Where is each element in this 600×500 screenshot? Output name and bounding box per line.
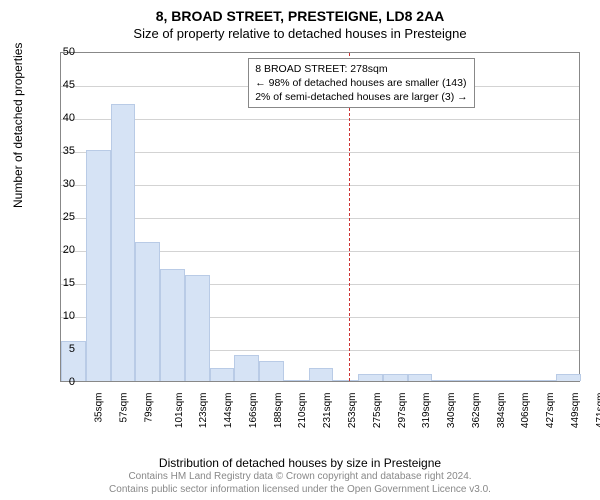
histogram-bar — [86, 150, 111, 381]
y-tick-label: 50 — [45, 46, 75, 58]
y-tick-label: 35 — [45, 145, 75, 157]
annotation-title: 8 BROAD STREET: 278sqm — [255, 62, 467, 76]
y-tick-label: 40 — [45, 112, 75, 124]
histogram-bar — [234, 355, 259, 381]
annotation-box: 8 BROAD STREET: 278sqm← 98% of detached … — [248, 58, 474, 109]
x-tick-label: 471sqm — [595, 393, 600, 429]
histogram-bar — [531, 380, 556, 381]
y-tick-label: 25 — [45, 211, 75, 223]
y-tick-label: 10 — [45, 310, 75, 322]
footer-line: Contains HM Land Registry data © Crown c… — [0, 471, 600, 484]
x-tick-label: 427sqm — [545, 393, 556, 429]
y-tick-label: 45 — [45, 79, 75, 91]
footer-attribution: Contains HM Land Registry data © Crown c… — [0, 471, 600, 496]
y-axis-label: Number of detached properties — [11, 43, 25, 208]
x-tick-label: 297sqm — [397, 393, 408, 429]
histogram-bar — [210, 368, 235, 381]
x-tick-label: 101sqm — [174, 393, 185, 429]
chart-container: 8 BROAD STREET: 278sqm← 98% of detached … — [60, 52, 580, 427]
page-subtitle: Size of property relative to detached ho… — [0, 24, 600, 41]
gridline — [61, 218, 579, 219]
x-tick-label: 57sqm — [119, 393, 130, 423]
x-tick-label: 319sqm — [421, 393, 432, 429]
x-tick-label: 275sqm — [372, 393, 383, 429]
histogram-bar — [358, 374, 383, 381]
x-tick-label: 35sqm — [94, 393, 105, 423]
histogram-bar — [284, 380, 309, 381]
histogram-bar — [383, 374, 408, 381]
histogram-bar — [259, 361, 284, 381]
x-tick-label: 210sqm — [298, 393, 309, 429]
x-tick-label: 340sqm — [446, 393, 457, 429]
y-tick-label: 30 — [45, 178, 75, 190]
x-tick-label: 188sqm — [273, 393, 284, 429]
x-tick-label: 406sqm — [520, 393, 531, 429]
y-tick-label: 20 — [45, 244, 75, 256]
footer-line: Contains public sector information licen… — [0, 484, 600, 497]
plot-area: 8 BROAD STREET: 278sqm← 98% of detached … — [60, 52, 580, 382]
page-title: 8, BROAD STREET, PRESTEIGNE, LD8 2AA — [0, 0, 600, 24]
y-tick-label: 0 — [45, 376, 75, 388]
x-tick-label: 362sqm — [471, 393, 482, 429]
x-tick-label: 79sqm — [143, 393, 154, 423]
y-tick-label: 5 — [45, 343, 75, 355]
x-tick-label: 449sqm — [570, 393, 581, 429]
histogram-bar — [408, 374, 433, 381]
histogram-bar — [432, 380, 457, 381]
histogram-bar — [556, 374, 581, 381]
x-tick-label: 123sqm — [199, 393, 210, 429]
histogram-bar — [507, 380, 532, 381]
histogram-bar — [482, 380, 507, 381]
x-tick-label: 144sqm — [223, 393, 234, 429]
x-tick-label: 166sqm — [248, 393, 259, 429]
gridline — [61, 185, 579, 186]
annotation-line: 2% of semi-detached houses are larger (3… — [255, 90, 467, 104]
y-tick-label: 15 — [45, 277, 75, 289]
gridline — [61, 152, 579, 153]
histogram-bar — [135, 242, 160, 381]
gridline — [61, 119, 579, 120]
histogram-bar — [111, 104, 136, 381]
x-tick-label: 253sqm — [347, 393, 358, 429]
x-tick-label: 384sqm — [496, 393, 507, 429]
histogram-bar — [457, 380, 482, 381]
histogram-bar — [333, 380, 358, 381]
x-tick-label: 231sqm — [322, 393, 333, 429]
histogram-bar — [160, 269, 185, 381]
histogram-bar — [309, 368, 334, 381]
annotation-line: ← 98% of detached houses are smaller (14… — [255, 76, 467, 90]
x-axis-label: Distribution of detached houses by size … — [0, 456, 600, 470]
histogram-bar — [185, 275, 210, 381]
